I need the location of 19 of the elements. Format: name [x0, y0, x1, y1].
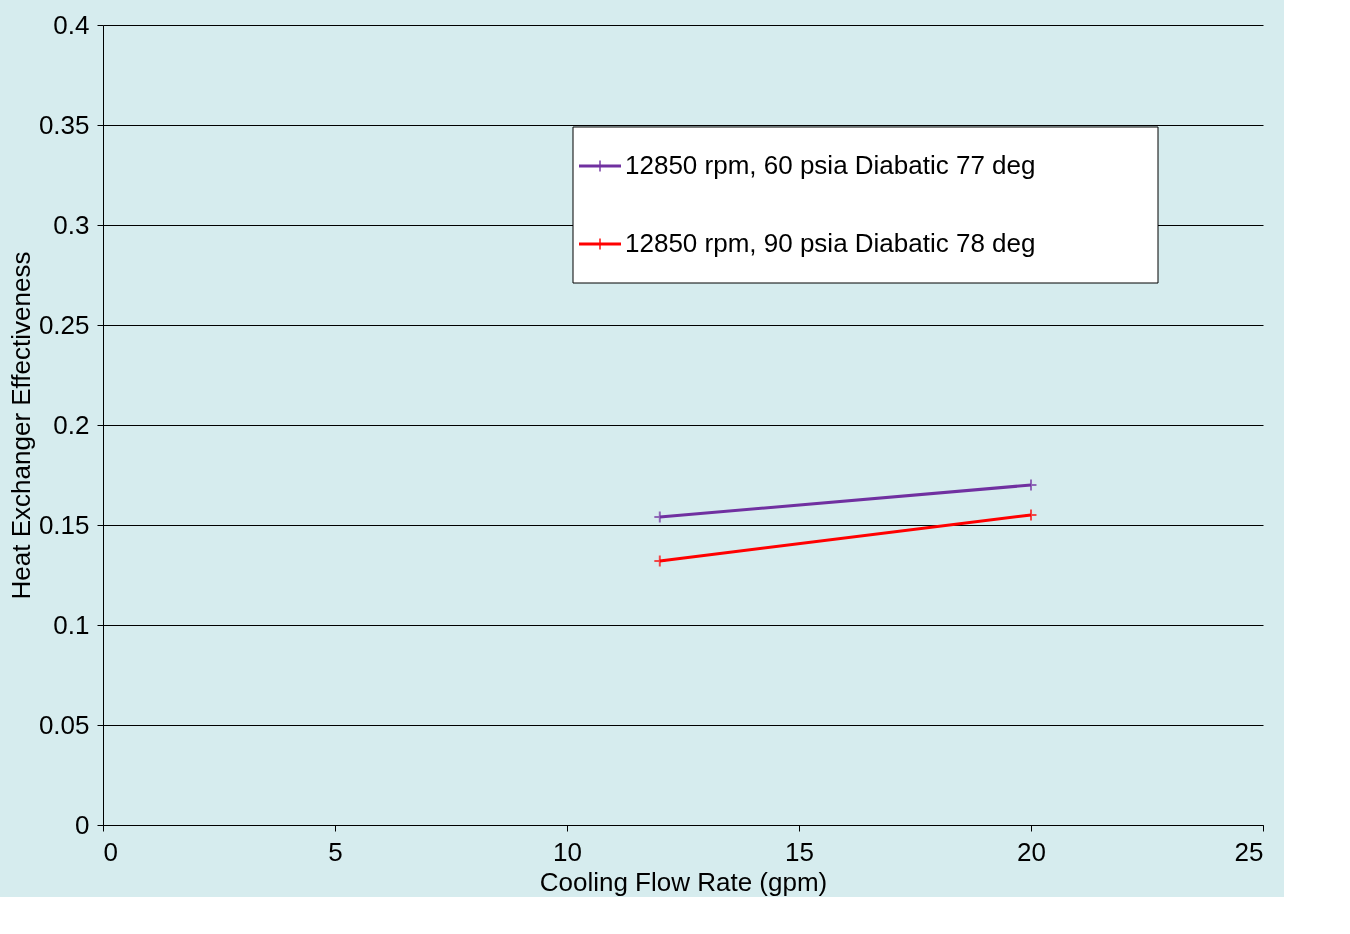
x-tick-label: 5 — [328, 836, 343, 867]
legend-label: 12850 rpm, 90 psia Diabatic 78 deg — [625, 228, 1036, 258]
y-tick-label: 0 — [75, 809, 90, 840]
x-tick-label: 15 — [785, 836, 814, 867]
x-axis-title: Cooling Flow Rate (gpm) — [539, 866, 828, 897]
y-axis-title: Heat Exchanger Effectiveness — [5, 251, 36, 600]
y-tick-label: 0.25 — [38, 309, 90, 340]
y-tick-label: 0.3 — [53, 209, 90, 240]
x-tick-label: 10 — [553, 836, 582, 867]
y-tick-label: 0.35 — [38, 109, 90, 140]
y-tick-label: 0.4 — [53, 9, 90, 40]
x-tick-label: 20 — [1017, 836, 1046, 867]
x-tick-label: 25 — [1234, 836, 1264, 867]
y-tick-label: 0.05 — [38, 709, 90, 740]
y-tick-label: 0.1 — [53, 609, 90, 640]
y-tick-label: 0.2 — [53, 409, 90, 440]
legend-label: 12850 rpm, 60 psia Diabatic 77 deg — [625, 150, 1036, 180]
x-tick-label: 0 — [103, 836, 118, 867]
y-tick-label: 0.15 — [38, 509, 90, 540]
